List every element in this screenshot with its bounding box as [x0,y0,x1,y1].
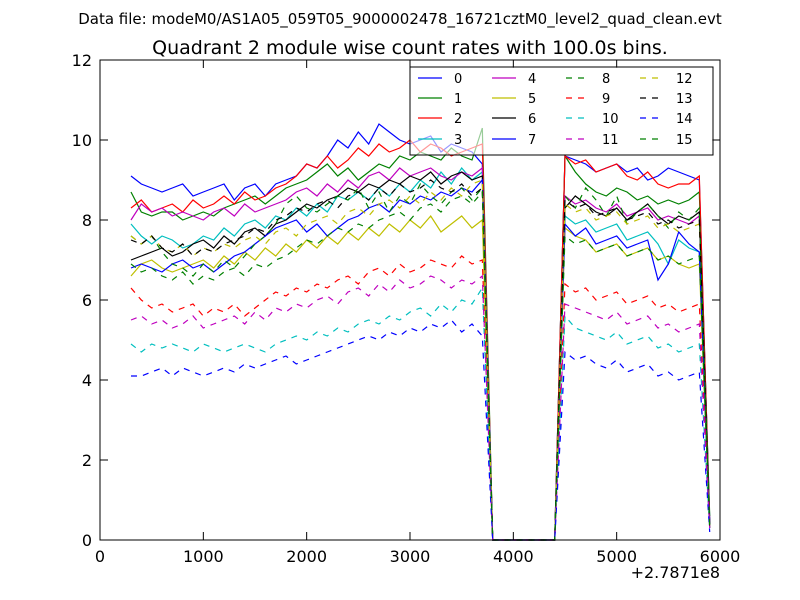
series-line-8 [130,182,711,541]
legend-label-7: 7 [528,133,536,148]
x-tick-label: 6000 [700,547,741,566]
x-tick-label: 2000 [286,547,327,566]
x-axis: 0 1000 2000 3000 4000 5000 6000 [95,60,740,566]
legend-label-15: 15 [676,133,693,148]
legend-label-2: 2 [454,112,462,127]
legend-label-5: 5 [528,92,536,107]
legend-box [409,66,714,156]
x-tick-label: 4000 [493,547,534,566]
x-tick-label: 5000 [596,547,637,566]
x-axis-offset-label: +2.7871e8 [631,563,720,582]
x-tick-label: 0 [95,547,105,566]
figure-suptitle: Data file: modeM0/AS1A05_059T05_90000024… [78,10,722,29]
y-tick-label: 0 [82,531,92,550]
legend-label-12: 12 [676,72,693,87]
series-line-7 [130,178,711,541]
y-tick-label: 10 [72,131,92,150]
series-line-13 [130,179,711,541]
chart-title: Quadrant 2 module wise count rates with … [152,37,668,59]
series-line-11 [130,274,711,541]
series-line-14 [131,319,711,541]
legend-label-6: 6 [528,112,536,127]
series-line-4 [130,166,711,541]
legend-label-8: 8 [602,72,610,87]
legend-label-10: 10 [602,112,619,127]
series-line-12 [130,179,711,541]
y-tick-label: 4 [82,371,92,390]
series-line-15 [130,190,711,541]
y-tick-label: 2 [82,451,92,470]
x-tick-label: 3000 [390,547,431,566]
legend-label-4: 4 [528,72,536,87]
legend-label-1: 1 [454,92,462,107]
legend-label-13: 13 [676,92,693,107]
x-tick-label: 1000 [183,547,224,566]
y-tick-label: 8 [82,211,92,230]
legend-label-14: 14 [676,112,693,127]
series-line-6 [130,171,711,541]
legend-label-3: 3 [454,133,462,148]
legend-label-9: 9 [602,92,610,107]
legend-label-11: 11 [602,133,619,148]
y-tick-label: 12 [72,51,92,70]
y-tick-label: 6 [82,291,92,310]
series-line-10 [130,286,711,541]
legend-label-0: 0 [454,72,462,87]
